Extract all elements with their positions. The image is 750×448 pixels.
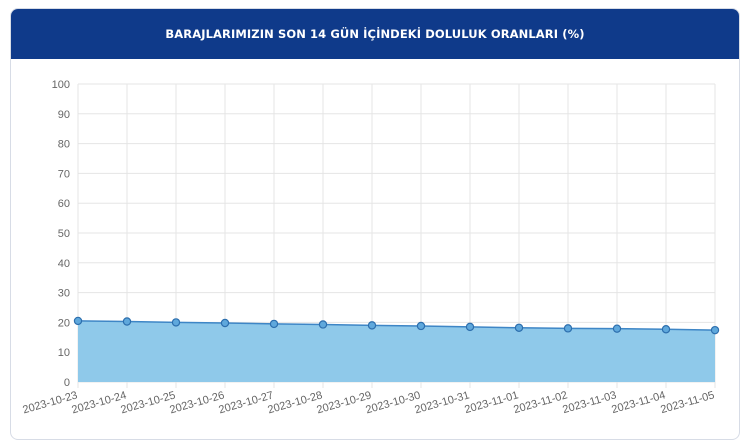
x-tick-label: 2023-11-05 bbox=[659, 389, 716, 416]
chart-header: BARAJLARIMIZIN SON 14 GÜN İÇİNDEKİ DOLUL… bbox=[11, 9, 739, 59]
x-tick-label: 2023-10-25 bbox=[119, 389, 176, 416]
data-point[interactable] bbox=[367, 321, 377, 330]
y-tick-label: 70 bbox=[58, 168, 70, 180]
x-tick-label: 2023-10-31 bbox=[413, 389, 470, 416]
y-axis-labels: 0 10 20 30 40 50 60 70 80 90 100 bbox=[52, 79, 70, 389]
y-tick-label: 10 bbox=[58, 347, 70, 359]
data-point[interactable] bbox=[514, 323, 524, 332]
y-tick-label: 100 bbox=[52, 79, 70, 91]
series-area bbox=[78, 320, 715, 382]
x-tick-label: 2023-11-02 bbox=[512, 389, 569, 416]
chart-card: BARAJLARIMIZIN SON 14 GÜN İÇİNDEKİ DOLUL… bbox=[10, 8, 740, 440]
data-point[interactable] bbox=[269, 319, 279, 329]
series-line bbox=[77, 320, 716, 331]
y-tick-label: 50 bbox=[58, 228, 70, 240]
data-point[interactable] bbox=[171, 318, 181, 327]
data-point[interactable] bbox=[416, 321, 426, 331]
x-tick-label: 2023-11-04 bbox=[610, 389, 667, 416]
x-tick-label: 2023-10-24 bbox=[70, 389, 127, 416]
data-point[interactable] bbox=[710, 325, 720, 335]
y-tick-label: 20 bbox=[58, 317, 70, 329]
x-tick-label: 2023-11-03 bbox=[561, 389, 618, 416]
y-tick-label: 90 bbox=[58, 109, 70, 121]
y-tick-label: 30 bbox=[58, 288, 70, 300]
y-tick-label: 60 bbox=[58, 198, 70, 210]
x-tick-label: 2023-10-28 bbox=[266, 389, 323, 416]
chart-area: 0 10 20 30 40 50 60 70 80 90 100 2023-10-23 2023-10… bbox=[11, 60, 739, 439]
x-tick-label: 2023-10-27 bbox=[217, 389, 274, 416]
y-tick-label: 80 bbox=[58, 139, 70, 151]
data-point[interactable] bbox=[73, 316, 83, 326]
points-layer bbox=[73, 316, 720, 335]
x-tick-label: 2023-10-23 bbox=[21, 389, 78, 416]
x-tick-label: 2023-10-30 bbox=[364, 389, 421, 416]
data-point[interactable] bbox=[563, 324, 573, 333]
data-point[interactable] bbox=[318, 320, 328, 329]
data-point[interactable] bbox=[465, 322, 475, 332]
y-tick-label: 40 bbox=[58, 258, 70, 270]
data-point[interactable] bbox=[661, 325, 671, 334]
x-axis-labels: 2023-10-232023-10-242023-10-252023-10-26… bbox=[21, 389, 715, 416]
chart-title: BARAJLARIMIZIN SON 14 GÜN İÇİNDEKİ DOLUL… bbox=[165, 27, 585, 41]
area-layer bbox=[77, 320, 716, 382]
y-tick-label: 0 bbox=[64, 377, 70, 389]
x-tick-label: 2023-11-01 bbox=[463, 389, 520, 416]
data-point[interactable] bbox=[612, 324, 622, 333]
data-point[interactable] bbox=[220, 318, 230, 328]
data-point[interactable] bbox=[122, 317, 132, 326]
x-tick-label: 2023-10-29 bbox=[315, 389, 372, 416]
x-tick-label: 2023-10-26 bbox=[168, 389, 225, 416]
